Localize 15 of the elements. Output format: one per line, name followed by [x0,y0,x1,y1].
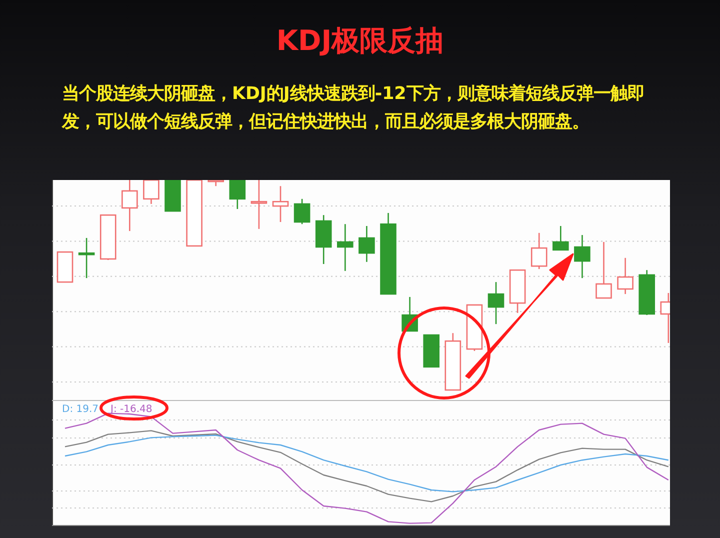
text: D: 19.7 [62,404,99,415]
chart-title: KDJ极限反抽 [275,23,445,59]
candlestick [78,237,95,279]
candlestick [358,225,375,263]
candlestick [552,225,569,251]
candlestick [488,281,504,325]
candlestick [530,232,548,270]
candlestick [596,241,612,299]
chart-subtitle: 当个股连续大阴砸盘，KDJ的J线快速跌到-12下方，则意味着短线反弹一触即发，可以做个短线反弹，但记住快进快出，而且必须是多根大阴砸盘。 [62,82,646,134]
candlestick [337,223,354,272]
candlestick [574,234,590,279]
candlestick [272,185,289,223]
candlestick [229,180,246,210]
candlestick [617,257,634,295]
candlestick [294,198,310,225]
